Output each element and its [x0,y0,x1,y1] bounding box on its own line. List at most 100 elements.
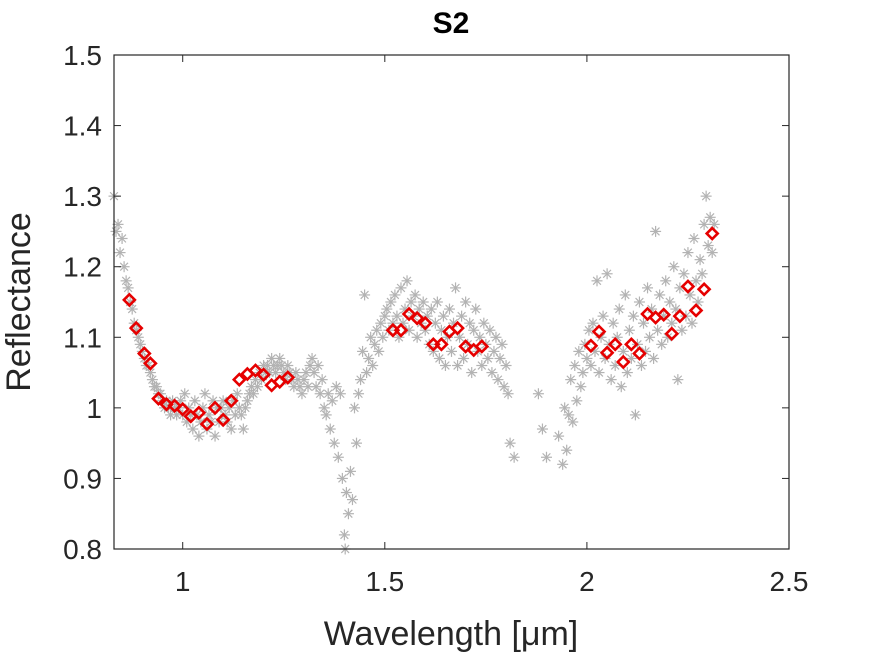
raw-data-point [355,374,367,386]
raw-data-point [569,360,581,372]
raw-data-point [389,289,401,301]
binned-data-point [672,308,688,324]
raw-data-point [231,388,243,400]
raw-data-point [417,296,429,308]
binned-data-point [223,393,239,409]
binned-data-point [401,306,417,322]
raw-data-point [623,324,635,336]
raw-data-point [179,388,191,400]
raw-data-point [344,465,356,477]
binned-data-point [688,303,704,318]
binned-data-point [583,338,599,354]
raw-data-point [433,352,445,364]
x-tick-label: 1 [175,566,191,597]
x-tick-label: 1.5 [365,566,404,597]
x-axis-label: Wavelength [μm] [324,615,579,653]
raw-data-point [627,310,639,322]
raw-data-point [316,374,328,386]
raw-data-point [282,360,294,372]
raw-data-point [361,367,373,379]
raw-data-point [642,282,654,294]
raw-data-point [648,352,660,364]
raw-data-point [690,275,702,287]
raw-data-point [306,352,318,364]
raw-data-point [686,317,698,329]
binned-data-point [632,346,647,361]
binned-data-point [640,306,655,322]
binned-data-point [599,345,615,361]
raw-data-point [122,282,134,294]
raw-data-point [405,296,417,308]
y-tick-label: 1.3 [63,181,102,212]
binned-data-point [656,307,672,323]
raw-data-point [591,275,603,287]
raw-data-point [112,218,124,230]
raw-data-point [439,360,451,372]
raw-data-point [241,395,253,407]
raw-data-point [338,529,350,541]
raw-data-point [348,402,360,414]
raw-data-point [239,402,251,414]
raw-data-point [553,430,565,442]
raw-data-point [508,451,520,463]
plot-area [108,190,720,555]
raw-data-point [664,296,676,308]
raw-data-point [561,444,573,456]
raw-data-point [654,289,666,301]
raw-data-point [581,352,593,364]
binned-data-point [199,416,215,432]
raw-data-point [577,367,589,379]
binned-data-point [231,372,247,387]
raw-data-point [482,352,494,364]
binned-data-point [704,226,720,241]
raw-data-point [274,352,286,364]
raw-data-point [377,331,389,343]
y-axis: 0.8 0.9 1 1.1 1.2 1.3 1.4 1.5 [63,40,789,565]
raw-data-point [605,374,617,386]
raw-data-point [110,225,122,237]
raw-data-point [452,360,464,372]
raw-data-point [601,268,613,280]
raw-data-point [652,324,664,336]
raw-data-point [585,360,597,372]
raw-data-point [425,303,437,315]
raw-data-point [615,381,627,393]
raw-data-point [450,282,462,294]
raw-data-point [353,388,365,400]
raw-data-point [536,423,548,435]
raw-data-point [676,324,688,336]
raw-data-point [446,345,457,357]
binned-data-point [474,339,490,354]
raw-data-point [563,409,575,421]
raw-data-point [187,423,199,435]
binned-data-point [680,279,696,294]
binned-data-point [248,363,263,378]
raw-data-point [443,303,455,315]
raw-data-point [637,317,649,329]
raw-data-point [559,402,571,414]
raw-data-point [496,338,508,350]
binned-data-point [215,412,231,428]
raw-data-point [672,374,684,386]
binned-data-point [624,337,639,352]
x-tick-label: 2 [579,566,595,597]
raw-data-point [486,367,498,379]
raw-data-point [587,317,599,329]
raw-data-point [116,232,128,244]
raw-data-point [120,275,132,287]
y-tick-label: 1.1 [63,322,102,353]
raw-data-point [567,416,579,428]
raw-data-point [476,360,488,372]
y-tick-label: 1.5 [63,40,102,71]
raw-data-point [199,388,211,400]
raw-data-point [565,374,577,386]
raw-data-point [613,303,625,315]
y-tick-label: 1.4 [63,111,102,142]
raw-data-point [478,317,490,329]
raw-data-point [237,423,249,435]
raw-data-point [678,268,690,280]
raw-data-point [351,437,363,449]
raw-data-point [698,218,710,230]
chart-title: S2 [433,7,470,40]
